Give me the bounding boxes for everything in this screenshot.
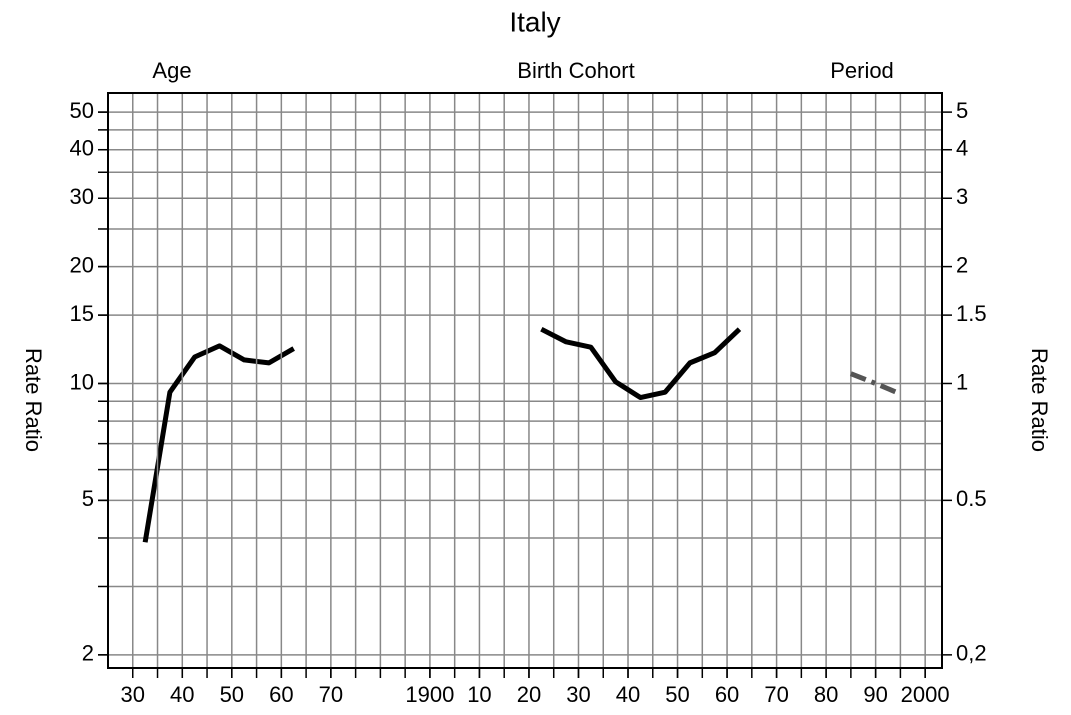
y-tick-label: 5 <box>82 486 94 511</box>
x-tick-label: 2000 <box>901 682 950 707</box>
y-tick-label: 20 <box>70 252 94 277</box>
x-tick-label: 40 <box>170 682 194 707</box>
panel-label: Age <box>152 58 191 83</box>
panel-label: Period <box>830 58 894 83</box>
x-tick-label: 90 <box>863 682 887 707</box>
y-tick-label: 10 <box>70 369 94 394</box>
x-tick-label: 40 <box>616 682 640 707</box>
panel-label: Birth Cohort <box>517 58 634 83</box>
y2-tick-label: 3 <box>956 184 968 209</box>
y2-tick-label: 2 <box>956 252 968 277</box>
y2-tick-label: 1 <box>956 369 968 394</box>
x-tick-label: 30 <box>121 682 145 707</box>
y2-tick-label: 0.5 <box>956 486 987 511</box>
chart-title: Italy <box>509 6 560 37</box>
series-line <box>540 326 742 401</box>
series-line <box>142 343 295 543</box>
x-tick-label: 60 <box>269 682 293 707</box>
y-tick-label: 2 <box>82 641 94 666</box>
x-tick-label: 10 <box>467 682 491 707</box>
y-tick-label: 15 <box>70 301 94 326</box>
y2-tick-label: 4 <box>956 136 968 161</box>
x-tick-label: 30 <box>566 682 590 707</box>
x-tick-label: 50 <box>220 682 244 707</box>
plot-frame <box>107 92 943 669</box>
y2-axis-label: Rate Ratio <box>1027 348 1052 452</box>
y2-tick-label: 1.5 <box>956 301 987 326</box>
x-tick-label: 80 <box>814 682 838 707</box>
y-tick-label: 30 <box>70 184 94 209</box>
x-tick-label: 1900 <box>405 682 454 707</box>
y2-tick-label: 5 <box>956 98 968 123</box>
series-line <box>849 371 902 397</box>
x-tick-label: 60 <box>715 682 739 707</box>
x-tick-label: 70 <box>764 682 788 707</box>
y-axis-label: Rate Ratio <box>21 348 46 452</box>
x-tick-label: 50 <box>665 682 689 707</box>
x-tick-label: 20 <box>517 682 541 707</box>
y-tick-label: 40 <box>70 136 94 161</box>
x-tick-label: 70 <box>319 682 343 707</box>
y2-tick-label: 0,2 <box>956 641 987 666</box>
y-tick-label: 50 <box>70 98 94 123</box>
